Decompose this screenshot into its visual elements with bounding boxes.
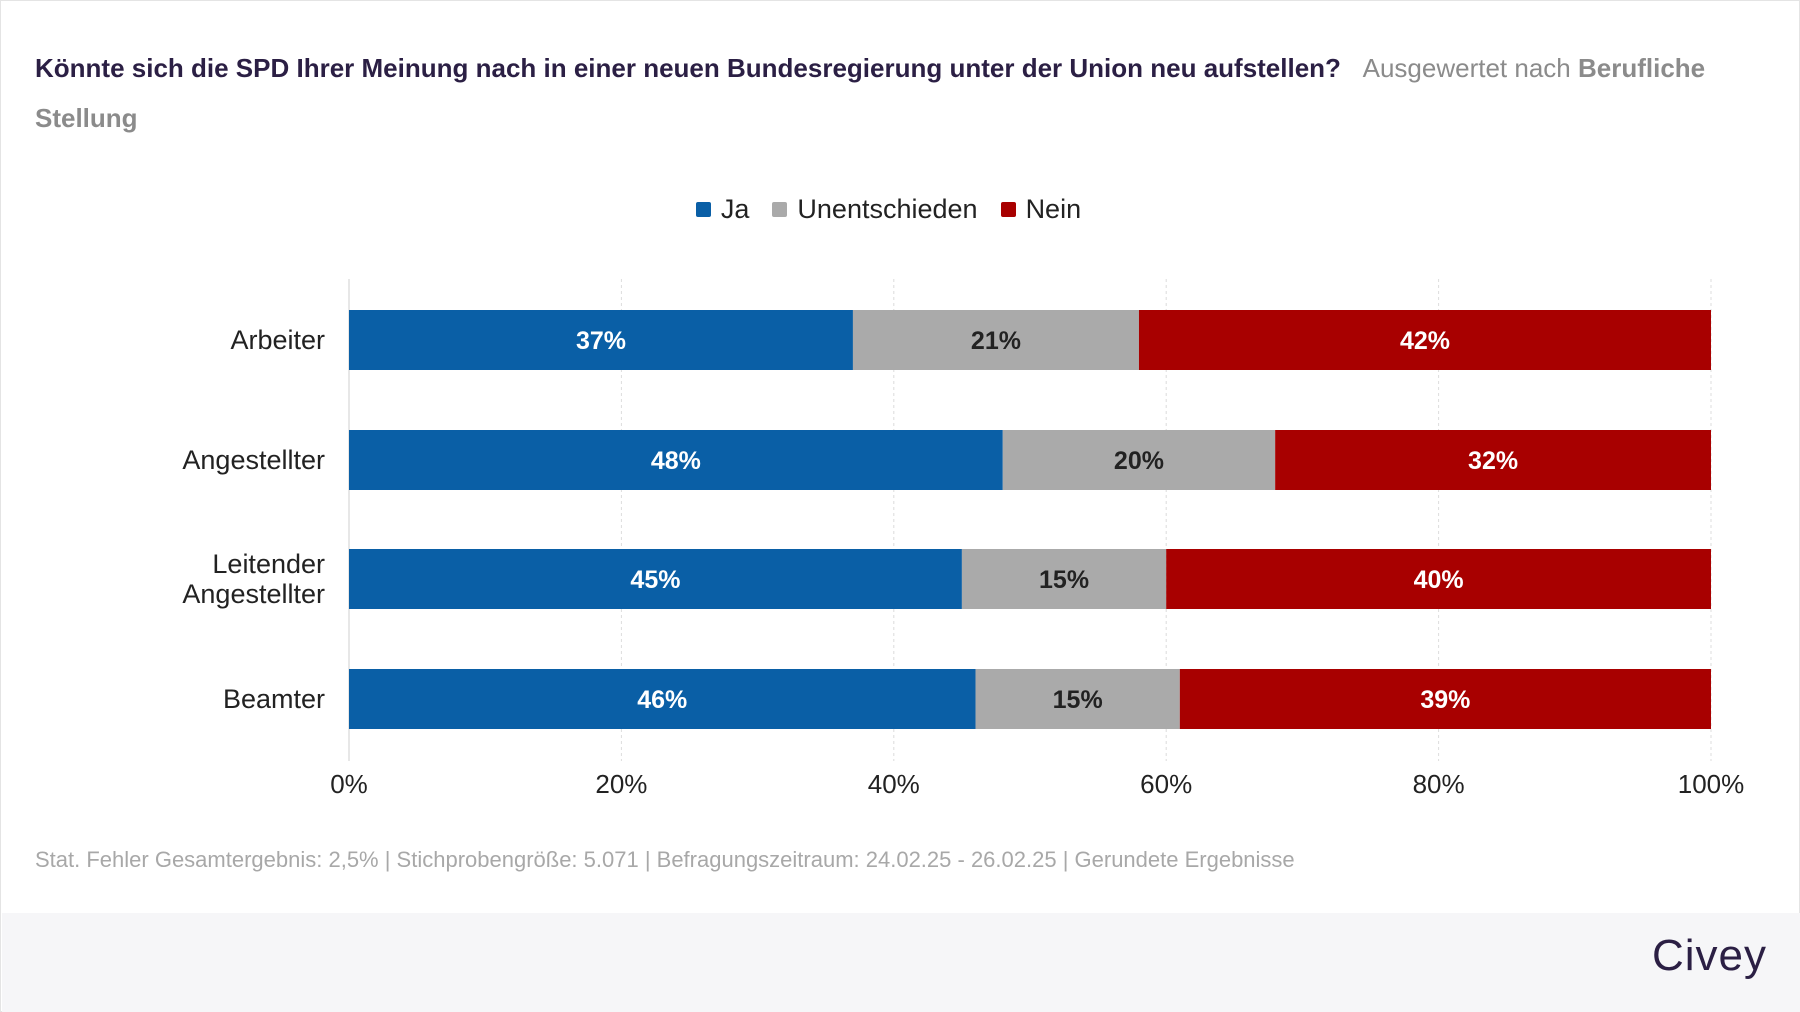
x-tick-label: 0% bbox=[330, 769, 368, 799]
stacked-bar-chart: 0% 20% 40% 60% 80% 100% 37% 21% 42% Arbeiter 48% 20… bbox=[182, 279, 1745, 799]
legend-label: Ja bbox=[720, 194, 750, 224]
bar-segment bbox=[349, 549, 962, 609]
bar-segment bbox=[975, 669, 1180, 729]
chart-subtitle-grouping: Berufliche Stellung bbox=[35, 53, 1706, 133]
data-label: 42% bbox=[1400, 327, 1450, 355]
data-label: 40% bbox=[1414, 566, 1464, 594]
bar-segment bbox=[1002, 430, 1276, 490]
bar-segment bbox=[1166, 549, 1711, 609]
x-tick-label: 20% bbox=[595, 769, 647, 799]
legend-item: Ja bbox=[695, 194, 750, 225]
footer-note: Stat. Fehler Gesamtergebnis: 2,5% | Stic… bbox=[35, 847, 1295, 872]
bar-segment bbox=[1179, 669, 1711, 729]
chart-title-block: Könnte sich die SPD Ihrer Meinung nach i… bbox=[35, 43, 1735, 143]
bar-segment bbox=[349, 430, 1003, 490]
category-label: Arbeiter bbox=[230, 325, 325, 355]
legend-item: Nein bbox=[1000, 194, 1082, 225]
bar-segment bbox=[349, 669, 976, 729]
chart-title: Könnte sich die SPD Ihrer Meinung nach i… bbox=[35, 53, 1341, 83]
legend-swatch bbox=[695, 202, 711, 217]
category-label: Angestellter bbox=[182, 445, 325, 475]
bar-segment bbox=[349, 310, 853, 370]
bar-segment bbox=[1275, 430, 1711, 490]
x-tick-label: 80% bbox=[1413, 769, 1465, 799]
data-label: 20% bbox=[1114, 447, 1164, 475]
bar-segment bbox=[961, 549, 1167, 609]
data-label: 39% bbox=[1420, 686, 1470, 714]
chart-legend: Ja Unentschieden Nein bbox=[1, 194, 1800, 225]
data-label: 48% bbox=[651, 447, 701, 475]
data-label: 21% bbox=[971, 327, 1021, 355]
data-label: 15% bbox=[1039, 566, 1089, 594]
footer-band bbox=[2, 913, 1800, 1012]
x-tick-label: 60% bbox=[1140, 769, 1192, 799]
category-label: Beamter bbox=[223, 684, 325, 714]
legend-swatch bbox=[1000, 202, 1016, 217]
legend-label: Unentschieden bbox=[797, 194, 978, 224]
data-label: 15% bbox=[1053, 686, 1103, 714]
bar-segment bbox=[1138, 310, 1711, 370]
category-label: Leitender bbox=[212, 549, 325, 579]
data-label: 37% bbox=[576, 327, 626, 355]
legend-swatch bbox=[772, 202, 788, 217]
legend-label: Nein bbox=[1025, 194, 1082, 224]
chart-subtitle-lead: Ausgewertet nach bbox=[1362, 53, 1571, 83]
x-tick-label: 40% bbox=[868, 769, 920, 799]
data-label: 46% bbox=[637, 686, 687, 714]
category-label: Angestellter bbox=[182, 579, 325, 609]
x-tick-label: 100% bbox=[1678, 769, 1745, 799]
bar-segment bbox=[852, 310, 1139, 370]
data-label: 32% bbox=[1468, 447, 1518, 475]
data-label: 45% bbox=[630, 566, 680, 594]
brand-logo: Civey bbox=[1651, 931, 1767, 980]
legend-item: Unentschieden bbox=[772, 194, 978, 225]
